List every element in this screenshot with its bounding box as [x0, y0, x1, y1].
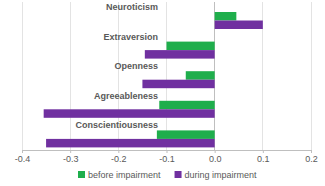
- tick-label: -0.4: [15, 154, 31, 164]
- tick: -0.2: [111, 150, 127, 164]
- category-label: Conscientiousness: [75, 120, 158, 130]
- tick-label: 0.1: [257, 154, 270, 164]
- category-label: Agreeableness: [94, 91, 158, 101]
- series: [44, 21, 263, 148]
- tick-mark: [167, 150, 168, 153]
- tick: -0.3: [63, 150, 79, 164]
- tick-label: -0.2: [111, 154, 127, 164]
- grid-line: [70, 2, 71, 150]
- category-label: Neuroticism: [106, 2, 158, 12]
- chart: Neuroticism Extraversion Openness Agreeable…: [0, 0, 325, 186]
- bar: [46, 139, 215, 148]
- legend-item: before impairment: [78, 170, 161, 180]
- bar: [44, 109, 215, 118]
- tick-mark: [263, 150, 264, 153]
- tick: 0.1: [257, 150, 270, 164]
- legend-label: during impairment: [185, 170, 258, 180]
- tick-mark: [118, 150, 119, 153]
- bar: [159, 101, 214, 110]
- legend-swatch: [175, 171, 182, 178]
- tick-mark: [311, 150, 312, 153]
- tick-mark: [215, 150, 216, 153]
- category-labels: Neuroticism Extraversion Openness Agreeable…: [75, 2, 158, 130]
- legend-label: before impairment: [88, 170, 161, 180]
- tick: 0.2: [305, 150, 318, 164]
- grid-line: [166, 2, 167, 150]
- bar: [142, 80, 214, 89]
- legend-swatch: [78, 171, 85, 178]
- tick-label: -0.1: [159, 154, 175, 164]
- bar: [215, 21, 263, 30]
- tick: -0.1: [159, 150, 175, 164]
- axis-line: [23, 151, 312, 154]
- tick-mark: [22, 150, 23, 153]
- bars: [44, 12, 263, 147]
- x-axis: -0.4 -0.3 -0.2 -0.1 0.0 0.1 0.2: [15, 150, 318, 164]
- bar: [157, 130, 215, 139]
- grid-line: [311, 2, 312, 150]
- category-label: Extraversion: [103, 32, 158, 42]
- series: [157, 12, 236, 139]
- legend: before impairment during impairment: [78, 170, 257, 180]
- grid: [22, 2, 311, 150]
- tick: 0.0: [209, 150, 222, 164]
- bar: [215, 12, 237, 21]
- tick-mark: [70, 150, 71, 153]
- grid-line: [22, 2, 23, 150]
- bar: [145, 50, 215, 59]
- bar: [186, 71, 215, 80]
- tick: -0.4: [15, 150, 31, 164]
- category-label: Openness: [114, 61, 158, 71]
- legend-item: during impairment: [175, 170, 258, 180]
- tick-label: 0.2: [305, 154, 318, 164]
- bar: [167, 42, 215, 51]
- tick-label: 0.0: [209, 154, 222, 164]
- tick-label: -0.3: [63, 154, 79, 164]
